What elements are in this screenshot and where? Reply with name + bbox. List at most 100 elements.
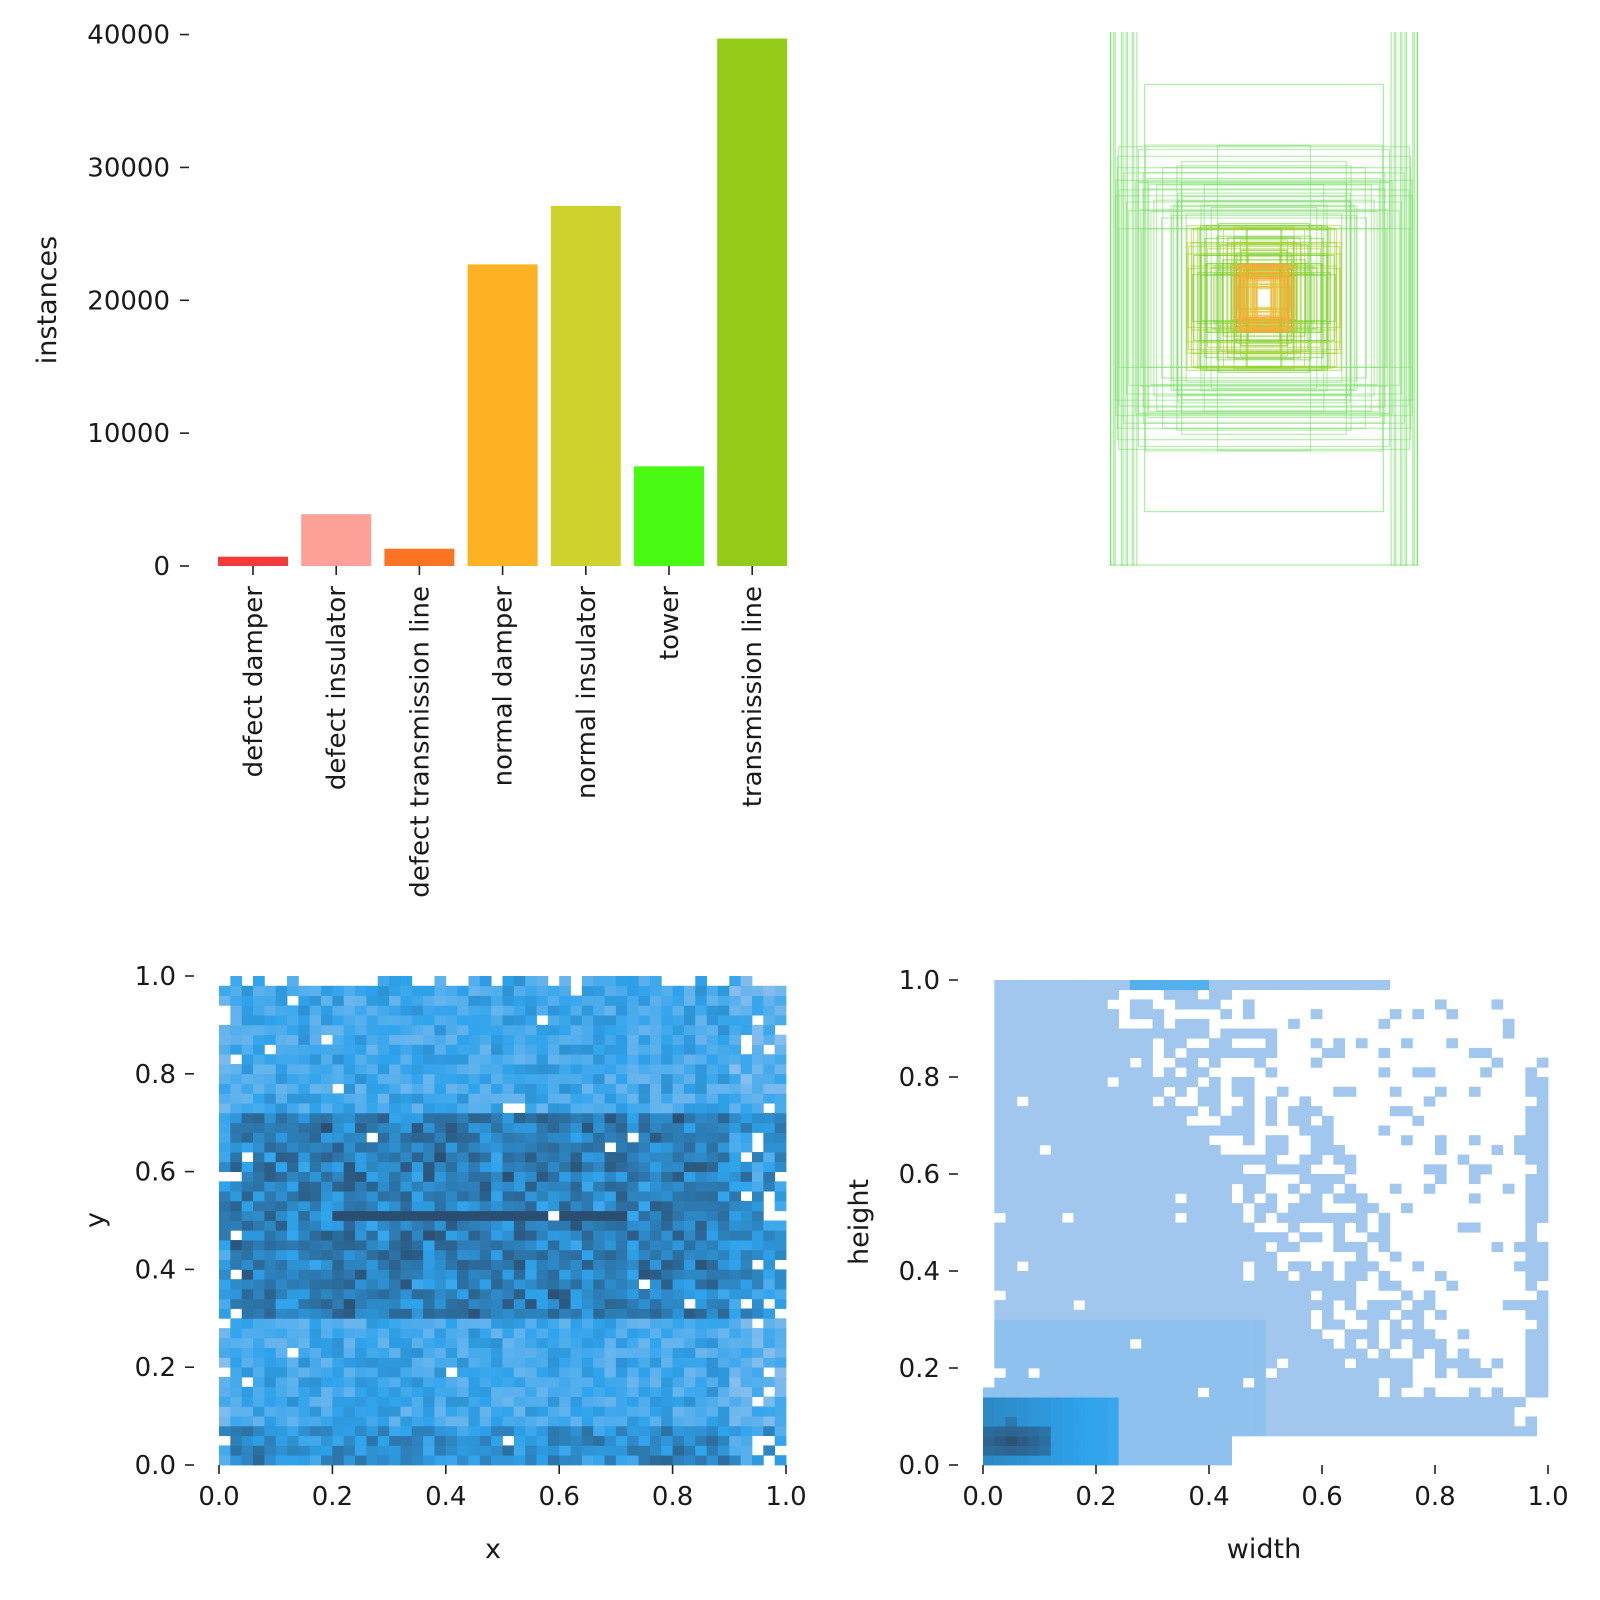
xy-cell: [695, 1406, 708, 1417]
xy-cell: [457, 1347, 469, 1358]
xy-cell: [672, 1064, 685, 1075]
xy-cell: [740, 1005, 753, 1016]
wh-cell: [1322, 1348, 1334, 1359]
xy-cell: [411, 1152, 424, 1163]
xy-cell: [638, 1328, 651, 1339]
wh-cell: [1096, 989, 1108, 1000]
xy-cell: [445, 1005, 458, 1016]
xy-cell: [423, 1103, 435, 1114]
xy-cell: [627, 1103, 639, 1114]
xy-cell: [321, 1435, 333, 1446]
xy-cell: [570, 1093, 583, 1104]
xy-cell: [287, 1054, 299, 1065]
wh-cell: [1480, 1397, 1492, 1408]
xy-cell: [717, 1093, 730, 1104]
wh-cell: [1209, 1397, 1221, 1408]
xy-cell: [468, 1455, 481, 1466]
xy-cell: [751, 1455, 764, 1466]
wh-cell: [1073, 1164, 1086, 1175]
xy-cell: [457, 1308, 469, 1319]
wh-cell: [1378, 1125, 1391, 1136]
wh-cell: [1231, 1086, 1244, 1097]
xy-cell: [219, 1054, 231, 1065]
xy-cell: [219, 1210, 231, 1221]
wh-cell: [1005, 980, 1018, 991]
wh-cell: [1028, 1358, 1040, 1369]
xy-cell: [513, 1044, 526, 1055]
wh-cell: [1209, 1358, 1221, 1369]
wh-cell: [1197, 980, 1210, 991]
wh-cell: [1197, 1271, 1210, 1282]
xy-cell: [581, 1220, 594, 1231]
wh-cell: [1062, 1319, 1074, 1330]
wh-cell: [1299, 1368, 1312, 1379]
xy-cell: [649, 1269, 662, 1280]
xy-cell: [717, 1024, 730, 1036]
xy-cell: [411, 1298, 424, 1309]
wh-cell: [1186, 1232, 1199, 1243]
wh-cell: [1107, 1387, 1119, 1398]
xy-cell: [763, 1269, 776, 1280]
xy-cell: [366, 1073, 379, 1084]
xy-cell: [264, 1269, 277, 1280]
xy-cell: [411, 995, 424, 1006]
xy-cell: [661, 1455, 673, 1466]
xy-cell: [593, 1171, 605, 1182]
xy-cell: [672, 1249, 685, 1261]
xy-cell: [751, 1093, 764, 1104]
xy-cell: [253, 1024, 265, 1036]
wh-cell: [1062, 1435, 1074, 1446]
xy-cell: [445, 1161, 458, 1172]
wh-cell: [1254, 1174, 1266, 1185]
xy-cell: [604, 1445, 617, 1456]
wh-cell: [1401, 1135, 1413, 1146]
wh-cell: [1333, 1348, 1345, 1359]
wh-cell: [1050, 1455, 1063, 1466]
xy-cell: [253, 1435, 265, 1446]
bar-category-label: defect damper: [239, 586, 269, 778]
wh-cell: [1186, 1077, 1199, 1088]
xy-cell: [434, 1103, 447, 1114]
bar-y-tick-label: 0: [153, 552, 170, 582]
wh-cell: [1322, 1174, 1334, 1185]
wh-cell: [1220, 1261, 1232, 1272]
xy-cell: [695, 1230, 708, 1241]
xy-cell: [230, 1093, 243, 1104]
wh-cell: [1129, 1435, 1142, 1446]
wh-cell: [1050, 1115, 1063, 1126]
xy-cell: [479, 1171, 492, 1182]
xy-cell: [615, 995, 628, 1006]
wh-cell: [1231, 1241, 1244, 1252]
xy-cell: [366, 1093, 379, 1104]
wh-cell: [1310, 1106, 1323, 1117]
wh-cell: [1073, 1309, 1086, 1320]
xy-cell: [298, 1142, 311, 1153]
xy-cell: [241, 1181, 254, 1192]
xy-cell: [423, 1210, 435, 1221]
xy-cell: [264, 1445, 277, 1456]
xy-cell: [275, 1142, 288, 1153]
xy-cell: [615, 1406, 628, 1417]
wh-cell: [1265, 1232, 1278, 1243]
xy-cell: [683, 1210, 696, 1221]
xy-cell: [502, 1279, 515, 1290]
wh-cell: [1118, 1106, 1131, 1117]
wh-cell: [1288, 1358, 1300, 1369]
wh-cell: [1016, 1251, 1029, 1262]
xy-cell: [219, 1347, 231, 1358]
xy-cell: [332, 1259, 345, 1270]
xy-cell: [695, 1279, 708, 1290]
wh-cell: [1401, 1426, 1413, 1437]
xy-cell: [706, 1073, 719, 1084]
xy-cell: [491, 1200, 503, 1212]
wh-cell: [1299, 1106, 1312, 1117]
wh-cell: [1175, 1261, 1187, 1272]
xy-cell: [763, 1230, 776, 1241]
wh-cell: [1129, 1300, 1142, 1311]
wh-cell: [1152, 1183, 1165, 1194]
wh-cell: [1050, 1135, 1063, 1146]
wh-cell: [1288, 1241, 1300, 1252]
xy-cell: [434, 1142, 447, 1153]
xy-cell: [581, 1279, 594, 1290]
wh-cell: [1288, 1309, 1300, 1320]
